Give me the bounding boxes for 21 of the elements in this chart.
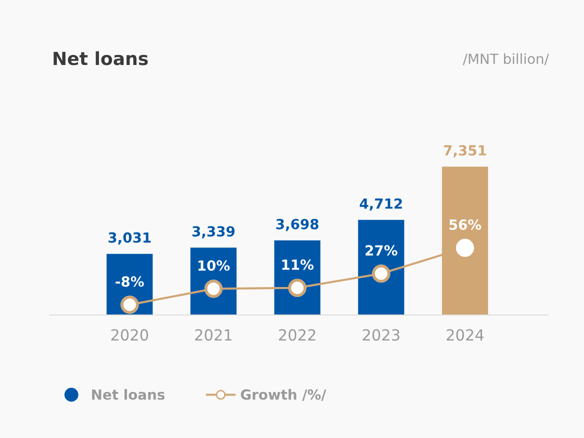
chart-subtitle: /MNT billion/ bbox=[462, 53, 549, 66]
chart-title: Net loans bbox=[54, 51, 148, 66]
data-label: 56% bbox=[449, 219, 482, 230]
x-tick-label: 2020 bbox=[111, 329, 148, 341]
bar bbox=[274, 240, 320, 315]
data-label: 27% bbox=[366, 245, 398, 256]
data-label: 3,031 bbox=[108, 232, 151, 245]
data-label: 3,698 bbox=[276, 218, 318, 232]
data-label: 11% bbox=[282, 259, 314, 270]
bar bbox=[358, 220, 404, 315]
legend-label: Growth /%/ bbox=[240, 389, 326, 401]
data-label: 10% bbox=[198, 260, 230, 271]
data-label: 7,351 bbox=[444, 145, 486, 158]
x-tick-label: 2022 bbox=[279, 329, 316, 341]
data-label: -8% bbox=[116, 276, 144, 287]
legend-label: Net loans bbox=[92, 389, 165, 400]
x-tick-label: 2021 bbox=[195, 329, 232, 341]
data-label: 4,712 bbox=[360, 198, 402, 211]
data-label: 3,339 bbox=[192, 226, 235, 238]
x-tick-label: 2023 bbox=[362, 329, 400, 341]
x-tick-label: 2024 bbox=[446, 329, 484, 341]
